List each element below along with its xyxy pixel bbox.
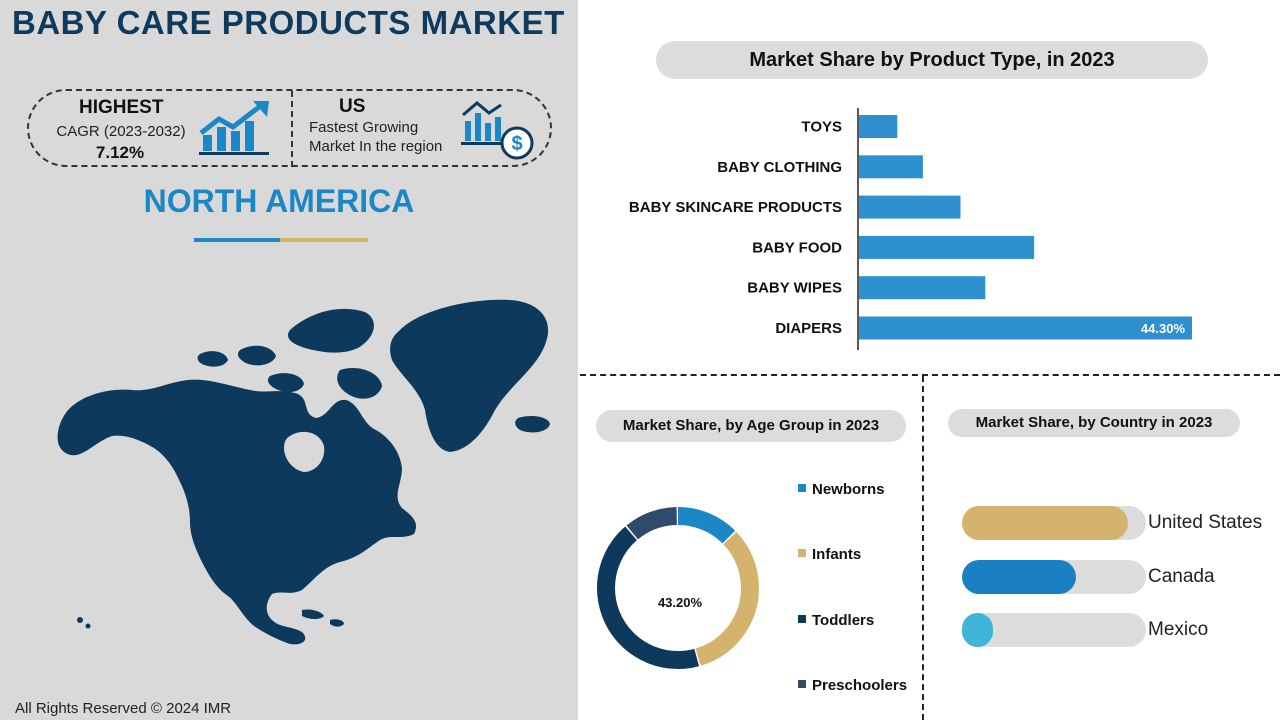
country-chart-title: Market Share, by Country in 2023 — [948, 409, 1240, 437]
stats-divider — [291, 91, 293, 167]
dollar-growth-icon: $ — [461, 101, 534, 160]
country-label-mexico: Mexico — [1148, 619, 1209, 640]
bar-label-baby-wipes: BABY WIPES — [747, 280, 842, 297]
legend-label-newborns: Newborns — [812, 481, 885, 498]
legend-newborns: Newborns — [798, 481, 885, 498]
bar-toys — [859, 115, 898, 138]
bar-baby-clothing — [859, 155, 923, 179]
product-type-bar-chart: TOYS BABY CLOTHING BABY SKINCARE PRODUCTS B… — [629, 108, 1192, 350]
legend-preschoolers: Preschoolers — [798, 677, 907, 694]
legend-toddlers: Toddlers — [798, 612, 874, 629]
cagr-value: 7.12% — [95, 143, 145, 162]
bar-label-baby-clothing: BABY CLOTHING — [717, 159, 842, 176]
region-underline-blue — [194, 238, 280, 242]
legend-swatch-preschoolers — [798, 680, 806, 688]
country-bar-track-mexico — [962, 613, 1146, 647]
legend-label-toddlers: Toddlers — [812, 612, 875, 629]
svg-text:$: $ — [511, 133, 522, 155]
country-bar-track-us — [962, 506, 1146, 540]
growth-chart-icon — [199, 101, 269, 155]
highest-label: HIGHEST — [79, 97, 164, 118]
donut-slice-newborns — [597, 507, 759, 669]
data-label-diapers: 44.30% — [1141, 321, 1186, 336]
legend-label-infants: Infants — [812, 546, 862, 563]
us-line-1: Fastest Growing — [309, 119, 419, 136]
bar-label-diapers: DIAPERS — [775, 320, 842, 337]
age-group-donut-chart: 43.20% — [597, 507, 759, 669]
product-type-chart-title: Market Share by Product Type, in 2023 — [656, 41, 1208, 79]
donut-slice-toddlers — [597, 507, 759, 669]
bar-diapers — [859, 316, 1192, 340]
country-label-us: United States — [1148, 512, 1263, 533]
north-america-map — [57, 299, 550, 645]
bar-label-baby-skincare-products: BABY SKINCARE PRODUCTS — [629, 199, 842, 216]
cagr-period-label: CAGR (2023-2032) — [56, 123, 186, 140]
copyright-footer: All Rights Reserved © 2024 IMR — [15, 700, 232, 717]
page-title: BABY CARE PRODUCTS MARKET — [12, 4, 565, 41]
country-bar-us — [962, 506, 1128, 540]
legend-label-preschoolers: Preschoolers — [812, 677, 908, 694]
country-bar-canada — [962, 560, 1077, 594]
stats-box: HIGHEST CAGR (2023-2032) 7.12% US Fastes… — [27, 89, 552, 167]
country-bar-mexico — [962, 613, 994, 647]
bar-baby-skincare-products — [859, 195, 961, 219]
us-label: US — [339, 96, 366, 117]
donut-slice-infants — [597, 507, 759, 669]
country-bar-track-canada — [962, 560, 1146, 594]
legend-swatch-newborns — [798, 484, 806, 492]
us-description: Fastest Growing Market In the region — [309, 118, 459, 156]
left-panel: BABY CARE PRODUCTS MARKET HIGHEST CAGR (… — [0, 0, 578, 720]
country-label-canada: Canada — [1148, 566, 1215, 587]
region-underline-gold — [280, 238, 368, 242]
donut-segments — [597, 507, 759, 669]
donut-center-label: 43.20% — [658, 595, 703, 610]
bar-baby-wipes — [859, 276, 986, 300]
horizontal-divider — [580, 374, 1280, 376]
legend-swatch-toddlers — [798, 615, 806, 623]
us-line-2: Market In the region — [309, 138, 443, 155]
legend-swatch-infants — [798, 549, 806, 557]
vertical-divider — [922, 376, 924, 720]
region-title: NORTH AMERICA — [143, 183, 415, 219]
bar-label-baby-food: BABY FOOD — [752, 239, 842, 256]
legend-infants: Infants — [798, 546, 861, 563]
bar-label-toys: TOYS — [801, 119, 842, 136]
age-group-chart-title: Market Share, by Age Group in 2023 — [596, 410, 906, 442]
bar-baby-food — [859, 235, 1035, 259]
